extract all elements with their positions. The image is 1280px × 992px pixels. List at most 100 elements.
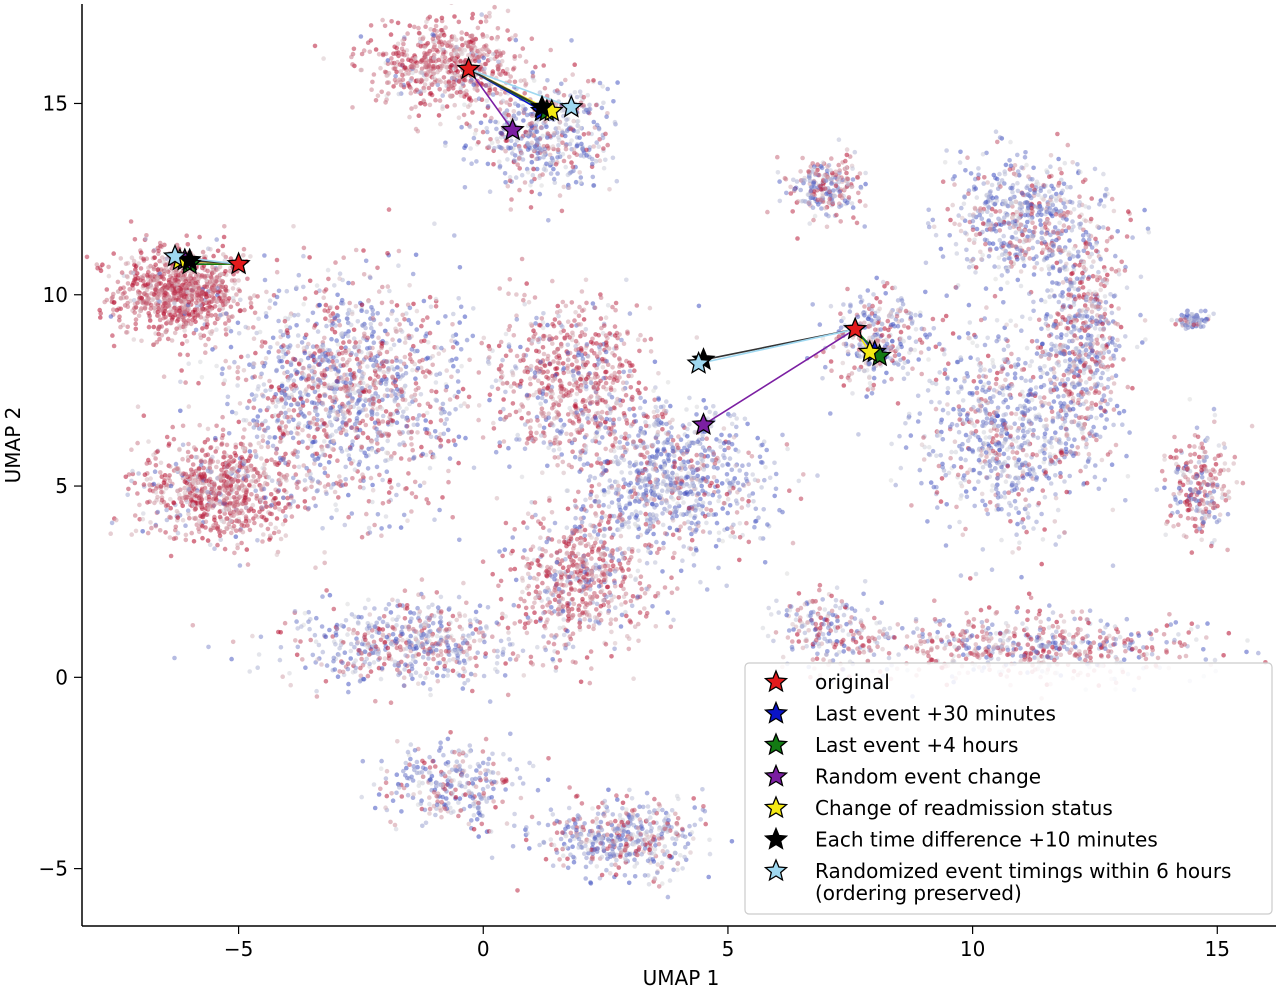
embedding-point — [322, 560, 328, 566]
embedding-point — [569, 38, 574, 43]
embedding-point — [417, 402, 422, 408]
embedding-point — [233, 444, 239, 450]
embedding-point — [252, 310, 258, 316]
embedding-point — [367, 49, 373, 55]
embedding-point — [132, 310, 137, 315]
embedding-point — [634, 303, 640, 308]
embedding-point — [158, 470, 163, 475]
embedding-point — [235, 320, 241, 326]
embedding-point — [168, 505, 173, 511]
embedding-point — [98, 268, 104, 274]
embedding-point — [199, 375, 205, 380]
embedding-point — [199, 489, 204, 494]
embedding-point — [279, 383, 285, 389]
embedding-point — [503, 331, 509, 337]
embedding-point — [364, 453, 369, 459]
embedding-point — [611, 99, 616, 104]
embedding-point — [387, 524, 392, 529]
embedding-point — [648, 349, 654, 354]
embedding-point — [343, 429, 349, 434]
embedding-point — [133, 317, 139, 322]
embedding-point — [452, 14, 457, 19]
embedding-point — [444, 368, 450, 373]
embedding-point — [315, 479, 321, 485]
embedding-point — [480, 435, 486, 440]
embedding-point — [541, 152, 546, 158]
embedding-point — [147, 318, 153, 323]
embedding-point — [141, 279, 146, 284]
embedding-point — [555, 147, 561, 153]
embedding-point — [334, 338, 340, 343]
embedding-point — [301, 372, 307, 377]
embedding-point — [579, 289, 585, 294]
embedding-point — [577, 170, 582, 175]
embedding-point — [372, 420, 378, 426]
embedding-point — [198, 459, 204, 464]
embedding-point — [558, 380, 564, 385]
embedding-point — [499, 145, 504, 151]
embedding-point — [366, 525, 372, 531]
embedding-point — [537, 175, 542, 181]
embedding-point — [398, 359, 403, 364]
embedding-point — [240, 442, 245, 447]
embedding-point — [321, 295, 327, 301]
embedding-point — [205, 426, 211, 432]
embedding-point — [180, 423, 186, 429]
embedding-point — [567, 381, 572, 387]
embedding-point — [522, 91, 527, 96]
embedding-point — [443, 143, 448, 149]
embedding-point — [500, 357, 505, 363]
embedding-point — [264, 504, 269, 510]
embedding-point — [479, 12, 485, 17]
embedding-point — [557, 154, 563, 159]
embedding-point — [416, 25, 421, 31]
embedding-point — [164, 256, 170, 262]
embedding-point — [385, 420, 391, 425]
embedding-point — [446, 468, 451, 474]
embedding-point — [381, 363, 386, 369]
embedding-point — [472, 86, 478, 92]
embedding-point — [352, 375, 357, 381]
embedding-point — [211, 286, 217, 292]
embedding-point — [595, 395, 600, 401]
embedding-point — [185, 242, 191, 247]
embedding-point — [215, 297, 220, 303]
embedding-point — [642, 337, 648, 343]
embedding-point — [334, 410, 340, 416]
embedding-point — [369, 447, 375, 453]
embedding-point — [449, 4, 454, 6]
embedding-point — [584, 300, 589, 306]
embedding-point — [624, 421, 630, 426]
embedding-point — [138, 250, 144, 255]
embedding-point — [388, 346, 394, 352]
embedding-point — [389, 364, 395, 370]
embedding-point — [221, 529, 227, 535]
embedding-point — [238, 297, 243, 303]
embedding-point — [180, 495, 185, 501]
embedding-point — [548, 171, 554, 176]
embedding-point — [420, 78, 425, 83]
embedding-point — [247, 456, 252, 461]
embedding-point — [321, 452, 326, 458]
embedding-point — [191, 445, 197, 450]
embedding-point — [346, 280, 351, 286]
embedding-point — [621, 369, 626, 375]
embedding-point — [602, 323, 607, 328]
embedding-point — [480, 129, 486, 135]
embedding-point — [375, 265, 380, 271]
embedding-point — [375, 93, 381, 98]
embedding-point — [285, 430, 291, 436]
embedding-point — [302, 499, 308, 504]
embedding-point — [220, 427, 226, 433]
embedding-point — [313, 408, 319, 414]
embedding-point — [130, 468, 135, 474]
embedding-point — [259, 456, 264, 461]
embedding-point — [529, 159, 535, 165]
embedding-point — [305, 318, 311, 323]
embedding-point — [652, 560, 658, 565]
embedding-point — [310, 353, 315, 359]
embedding-point — [332, 489, 338, 495]
embedding-point — [414, 87, 420, 93]
embedding-point — [198, 315, 204, 320]
embedding-point — [206, 293, 212, 299]
